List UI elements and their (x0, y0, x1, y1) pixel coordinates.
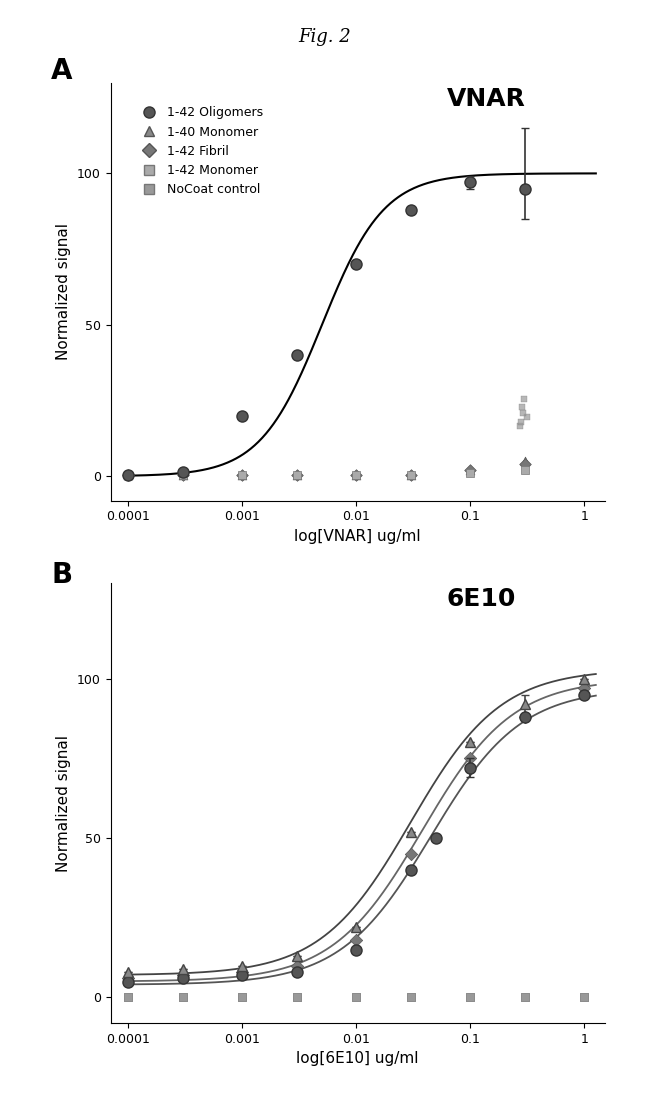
Point (237, 989, 248, 1006)
Point (519, 708, 530, 726)
Point (406, 466, 416, 484)
Point (515, 418, 526, 436)
Point (465, 749, 476, 767)
Point (519, 989, 530, 1006)
Point (123, 466, 133, 484)
Point (351, 466, 361, 484)
Point (351, 932, 361, 949)
Legend: 1-42 Oligomers, 1-40 Monomer, 1-42 Fibril, 1-42 Monomer, NoCoat control: 1-42 Oligomers, 1-40 Monomer, 1-42 Fibri… (131, 101, 268, 201)
Y-axis label: Normalized signal: Normalized signal (57, 735, 72, 871)
Point (517, 404, 528, 421)
Point (123, 466, 133, 484)
Point (465, 461, 476, 478)
X-axis label: log[VNAR] ug/ml: log[VNAR] ug/ml (294, 529, 421, 543)
Point (521, 398, 532, 416)
Text: A: A (51, 57, 73, 86)
Point (291, 466, 302, 484)
Point (351, 989, 361, 1006)
Point (237, 466, 248, 484)
Text: B: B (51, 561, 72, 588)
Point (177, 466, 188, 484)
Point (237, 964, 248, 981)
Point (406, 989, 416, 1006)
Point (520, 412, 530, 430)
Point (579, 989, 590, 1006)
Point (123, 989, 133, 1006)
Point (465, 464, 476, 482)
Text: VNAR: VNAR (447, 87, 525, 111)
Point (237, 989, 248, 1006)
Point (177, 967, 188, 984)
Point (123, 466, 133, 484)
Point (579, 989, 590, 1006)
Point (519, 461, 530, 478)
X-axis label: log[6E10] ug/ml: log[6E10] ug/ml (296, 1052, 419, 1066)
Point (579, 680, 590, 697)
Point (519, 455, 530, 473)
Point (237, 466, 248, 484)
Point (177, 466, 188, 484)
Point (123, 989, 133, 1006)
Point (465, 989, 476, 1006)
Text: Fig. 2: Fig. 2 (298, 28, 352, 45)
Point (406, 989, 416, 1006)
Point (177, 989, 188, 1006)
Point (291, 989, 302, 1006)
Point (465, 461, 476, 478)
Point (519, 989, 530, 1006)
Point (519, 452, 530, 470)
Point (521, 390, 532, 408)
Point (291, 466, 302, 484)
Point (406, 466, 416, 484)
Point (351, 466, 361, 484)
Point (291, 989, 302, 1006)
Point (237, 466, 248, 484)
Point (351, 989, 361, 1006)
Point (521, 408, 531, 426)
Point (291, 957, 302, 975)
Point (406, 466, 416, 484)
Point (465, 989, 476, 1006)
Text: 6E10: 6E10 (447, 587, 516, 612)
Point (351, 466, 361, 484)
Point (406, 845, 416, 862)
Point (177, 989, 188, 1006)
Point (123, 969, 133, 987)
Point (291, 466, 302, 484)
Point (177, 466, 188, 484)
Y-axis label: Normalized signal: Normalized signal (57, 223, 72, 360)
